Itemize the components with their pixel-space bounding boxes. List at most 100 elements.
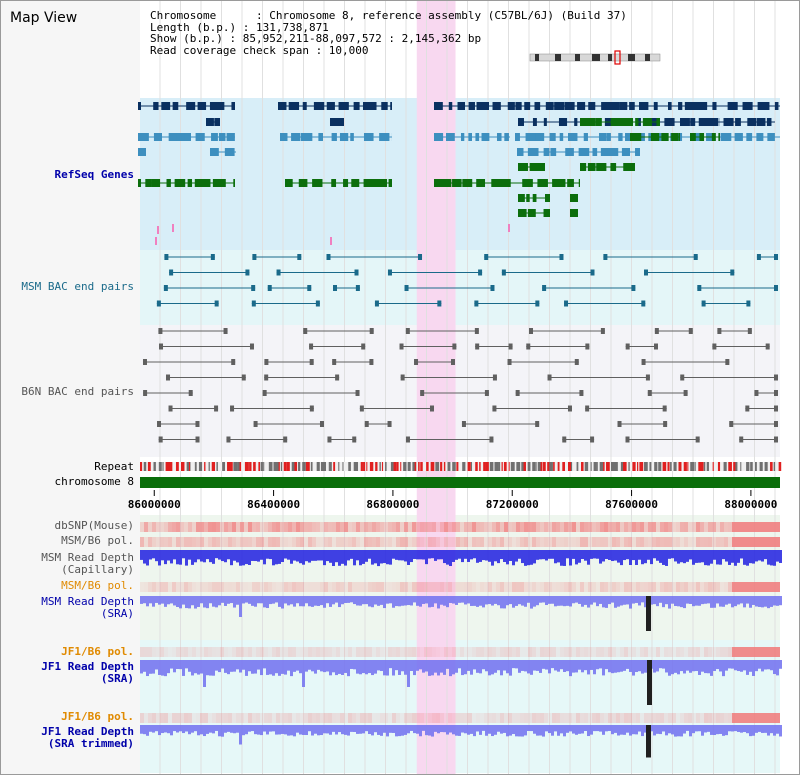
track-label-msm-depth-sra[interactable]: MSM Read Depth (SRA) (41, 595, 134, 620)
depth-bar (761, 660, 764, 672)
repeat-element (342, 462, 344, 471)
repeat-element (557, 462, 560, 471)
msm-bac-end (164, 254, 169, 260)
pol-cell (480, 582, 484, 592)
depth-bar (149, 550, 152, 560)
gene-exon (390, 102, 392, 110)
pol-cell (468, 647, 472, 657)
pol-cell (512, 647, 516, 657)
msm-bac-end (603, 254, 608, 260)
depth-bar (473, 550, 476, 559)
b6n-bac-end (355, 390, 360, 396)
depth-bar (218, 660, 221, 673)
depth-bar (419, 550, 422, 560)
gene-exon (624, 118, 634, 126)
depth-bar (374, 660, 377, 674)
pol-cell (408, 582, 412, 592)
gene-exon (670, 118, 675, 126)
pol-cell (732, 647, 736, 657)
pol-cell (616, 522, 620, 532)
repeat-element (396, 462, 399, 471)
depth-bar (290, 596, 293, 605)
pol-cell (656, 647, 660, 657)
depth-bar (524, 725, 527, 736)
repeat-element (683, 462, 687, 471)
pol-cell (728, 713, 732, 723)
gene-exon (280, 133, 288, 141)
depth-bar (293, 596, 296, 607)
track-label-dbsnp[interactable]: dbSNP(Mouse) (54, 519, 134, 532)
repeat-element (770, 462, 773, 471)
depth-bar (680, 596, 683, 608)
depth-bar (251, 660, 254, 674)
depth-bar (305, 596, 308, 604)
depth-bar (347, 596, 350, 603)
depth-bar (158, 550, 161, 566)
gene-exon (226, 133, 235, 141)
pol-cell (772, 537, 776, 547)
pol-cell (564, 647, 568, 657)
gene-exon (351, 179, 360, 187)
track-label-msm-b6-pol-1[interactable]: MSM/B6 pol. (61, 534, 134, 547)
track-label-msm-depth-cap[interactable]: MSM Read Depth (Capillary) (41, 551, 134, 576)
pol-cell (228, 537, 232, 547)
b6n-bac-end (283, 436, 288, 443)
repeat-element (658, 462, 662, 471)
track-label-msm-bac[interactable]: MSM BAC end pairs (21, 280, 134, 293)
depth-bar (155, 550, 158, 562)
pol-cell (768, 647, 772, 657)
depth-bar (533, 725, 536, 734)
depth-bar (566, 660, 569, 672)
repeat-element (143, 462, 147, 471)
pol-cell (224, 522, 228, 532)
pol-cell (496, 582, 500, 592)
depth-bar (260, 725, 263, 736)
track-label-repeat[interactable]: Repeat (94, 460, 134, 473)
msm-bac-end (404, 285, 409, 291)
pol-cell (300, 522, 304, 532)
pol-cell (440, 522, 444, 532)
info-show: Show (b.p.) : 85,952,211-88,097,572 : 2,… (150, 32, 482, 45)
track-label-b6n-bac[interactable]: B6N BAC end pairs (21, 385, 134, 398)
msm-bac-end (355, 285, 360, 291)
track-label-jf1-depth-trim[interactable]: JF1 Read Depth (SRA trimmed) (41, 725, 134, 750)
pol-cell (452, 713, 456, 723)
depth-bar (236, 660, 239, 670)
msm-bac-end (163, 285, 168, 291)
depth-bar (716, 596, 719, 604)
depth-bar (410, 596, 413, 606)
track-label-jf1-b6-pol-2[interactable]: JF1/B6 pol. (61, 710, 134, 723)
pol-cell (336, 647, 340, 657)
pol-cell (208, 522, 212, 532)
pol-cell (572, 522, 576, 532)
depth-bar (323, 596, 326, 608)
pol-cell (288, 522, 292, 532)
track-label-jf1-depth-sra[interactable]: JF1 Read Depth (SRA) (41, 660, 134, 685)
depth-bar (728, 725, 731, 732)
depth-bar (524, 660, 527, 672)
pol-cell (628, 713, 632, 723)
repeat-element (294, 462, 298, 471)
pol-cell (424, 537, 428, 547)
pol-cell (340, 537, 344, 547)
repeat-element (420, 462, 423, 471)
gene-exon (616, 118, 628, 126)
pol-cell (276, 647, 280, 657)
track-label-refseq[interactable]: RefSeq Genes (54, 168, 134, 181)
track-label-chromosome[interactable]: chromosome 8 (54, 475, 134, 488)
gene-exon (767, 133, 775, 141)
depth-bar (740, 660, 743, 672)
depth-bar (422, 596, 425, 604)
repeat-element (456, 462, 459, 471)
gene-exon (313, 102, 325, 110)
depth-bar (587, 725, 590, 737)
pol-cell (700, 582, 704, 592)
depth-bar (590, 596, 593, 605)
track-label-msm-b6-pol-2[interactable]: MSM/B6 pol. (61, 579, 134, 592)
pol-cell (572, 537, 576, 547)
gene-exon (601, 102, 612, 110)
track-label-jf1-b6-pol-1[interactable]: JF1/B6 pol. (61, 645, 134, 658)
depth-bar (140, 725, 143, 734)
pol-cell (216, 582, 220, 592)
